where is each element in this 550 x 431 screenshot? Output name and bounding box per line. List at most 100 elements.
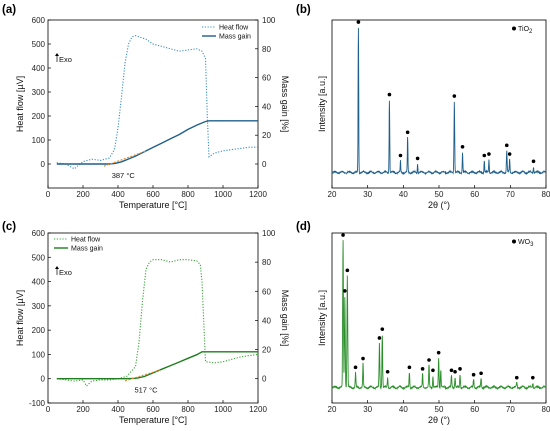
legend-heat-flow-label: Heat flow bbox=[219, 25, 249, 32]
y-axis-label: Intensity [a.u.] bbox=[317, 290, 327, 346]
heat-flow-line bbox=[56, 35, 258, 170]
peak-marker bbox=[453, 369, 457, 374]
peak-marker bbox=[427, 358, 431, 362]
y-tick-label: -100 bbox=[29, 399, 46, 408]
peak-marker bbox=[343, 289, 347, 293]
y-tick-label: 0 bbox=[41, 375, 46, 384]
x-axis-label: Temperature [°C] bbox=[119, 415, 187, 425]
y-tick-label: 600 bbox=[32, 16, 46, 25]
x-tick-label: 0 bbox=[46, 190, 51, 199]
x-tick-label: 40 bbox=[399, 405, 408, 414]
x-tick-label: 1000 bbox=[214, 190, 232, 199]
x-tick-label: 60 bbox=[470, 190, 479, 199]
panel-label-c: (c) bbox=[2, 221, 16, 233]
peak-marker bbox=[479, 371, 483, 376]
x-tick-label: 80 bbox=[542, 405, 550, 414]
y2-tick-label: 60 bbox=[262, 74, 271, 83]
onset-tangent-line bbox=[103, 150, 147, 167]
peak-marker bbox=[405, 130, 410, 135]
peak-marker bbox=[487, 152, 491, 156]
tga-plot-c: 0 200 400 600 800 1000 1200-100010020030040050… bbox=[15, 229, 290, 425]
x-tick-label: 200 bbox=[76, 405, 90, 414]
onset-tangent-line bbox=[124, 369, 161, 382]
peak-marker bbox=[460, 145, 465, 149]
x-tick-label: 80 bbox=[542, 190, 550, 199]
y-tick-label: 600 bbox=[32, 229, 46, 238]
x-tick-label: 800 bbox=[181, 190, 195, 199]
xrd-plot-d: 20 30 40 50 60 70 80 2θ (°) Intensity [a.u.] WO3 bbox=[317, 232, 550, 425]
x-tick-label: 400 bbox=[111, 190, 125, 199]
xrd-plot-b: 20 30 40 50 60 70 80 2θ (°) Intensity [a.u.] TiO2 bbox=[317, 19, 550, 210]
peak-marker bbox=[407, 365, 412, 370]
plot-frame bbox=[331, 19, 547, 189]
tga-plot-a: 0 200 400 600 800 1000 12000100200300400500600… bbox=[15, 16, 290, 210]
exo-label: Exo bbox=[59, 268, 72, 277]
y2-tick-label: 100 bbox=[262, 16, 276, 25]
peak-marker bbox=[507, 152, 512, 156]
y-axis-label: Heat flow [µV] bbox=[15, 290, 25, 346]
x-tick-label: 20 bbox=[328, 405, 337, 414]
peak-marker bbox=[431, 368, 435, 373]
peak-marker bbox=[361, 356, 365, 361]
peak-marker bbox=[449, 368, 454, 373]
peak-marker bbox=[471, 372, 476, 377]
mass-gain-line bbox=[56, 351, 258, 380]
x-tick-label: 20 bbox=[328, 190, 337, 199]
legend-heat-flow-label: Heat flow bbox=[71, 237, 101, 244]
x-tick-label: 200 bbox=[76, 190, 90, 199]
y2-tick-label: 0 bbox=[262, 160, 267, 169]
y2-tick-label: 40 bbox=[262, 316, 271, 325]
y-tick-label: 200 bbox=[32, 326, 46, 335]
y-axis-label: Intensity [a.u.] bbox=[317, 76, 327, 132]
y2-tick-label: 40 bbox=[262, 102, 271, 111]
legend-phase-subscript: 3 bbox=[530, 242, 534, 248]
peak-marker bbox=[353, 365, 358, 370]
y-tick-label: 100 bbox=[32, 350, 46, 359]
legend-phase-name: WO bbox=[518, 239, 531, 246]
peak-marker bbox=[514, 375, 519, 380]
y-tick-label: 500 bbox=[32, 40, 46, 49]
plot-frame bbox=[47, 19, 259, 189]
x-tick-label: 0 bbox=[46, 405, 51, 414]
panel-label-d: (d) bbox=[296, 221, 311, 233]
plot-frame bbox=[47, 232, 259, 404]
legend-phase-label: WO3 bbox=[518, 239, 534, 248]
x-tick-label: 800 bbox=[181, 405, 195, 414]
y-tick-label: 500 bbox=[32, 253, 46, 262]
peak-marker bbox=[380, 327, 385, 331]
y2-axis-label: Mass gain [%] bbox=[280, 76, 290, 133]
peak-marker bbox=[356, 20, 361, 24]
y-tick-label: 200 bbox=[32, 112, 46, 121]
legend-mass-gain-label: Mass gain bbox=[71, 246, 103, 253]
legend-phase-name: TiO bbox=[518, 26, 530, 33]
y-tick-label: 0 bbox=[41, 160, 46, 169]
y2-tick-label: 60 bbox=[262, 287, 271, 296]
x-tick-label: 50 bbox=[435, 190, 444, 199]
panel-c: (c) 0 200 400 600 800 1000 1200-10001002003004… bbox=[2, 221, 290, 425]
x-tick-label: 400 bbox=[111, 405, 125, 414]
peak-marker bbox=[531, 375, 535, 380]
onset-temperature-label: 387 °C bbox=[112, 171, 136, 180]
peak-marker bbox=[415, 156, 420, 161]
exo-label: Exo bbox=[59, 55, 72, 64]
peak-marker bbox=[452, 94, 457, 98]
peak-marker bbox=[531, 159, 536, 164]
panel-d: (d) 20 30 40 50 60 70 80 2θ (°) Intensity [a.u.]… bbox=[296, 221, 550, 425]
y-tick-label: 400 bbox=[32, 278, 46, 287]
x-tick-label: 600 bbox=[146, 405, 160, 414]
x-tick-label: 1200 bbox=[249, 190, 267, 199]
peak-marker bbox=[341, 233, 345, 237]
x-tick-label: 60 bbox=[470, 405, 479, 414]
y-axis-label: Heat flow [µV] bbox=[15, 76, 25, 132]
x-tick-label: 50 bbox=[435, 405, 444, 414]
peak-marker bbox=[385, 369, 390, 374]
legend-phase-subscript: 2 bbox=[529, 29, 533, 35]
x-tick-label: 70 bbox=[506, 190, 515, 199]
legend-marker bbox=[512, 239, 516, 244]
y-tick-label: 100 bbox=[32, 136, 46, 145]
x-tick-label: 40 bbox=[399, 190, 408, 199]
exo-arrow-head bbox=[55, 53, 59, 56]
y2-tick-label: 20 bbox=[262, 346, 271, 355]
peak-marker bbox=[345, 268, 350, 273]
xrd-pattern-line bbox=[331, 240, 547, 391]
